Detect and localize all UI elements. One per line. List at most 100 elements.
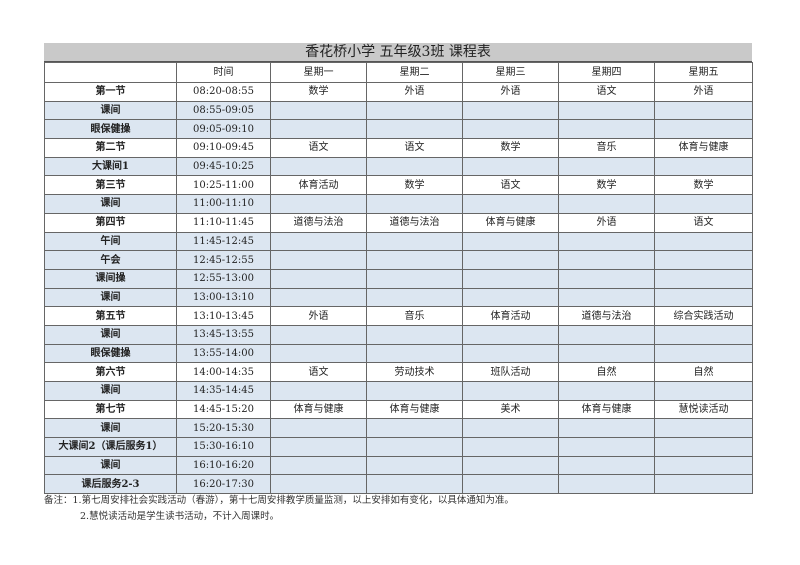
table-row: 课间 13:00-13:10	[44, 287, 753, 308]
period-name: 大课间1	[44, 156, 177, 177]
period-time: 09:45-10:25	[176, 156, 271, 177]
subject-cell: 劳动技术	[366, 362, 463, 382]
period-name: 第七节	[44, 399, 177, 420]
note-2: 2.慧悦读活动是学生读书活动，不计入周课时。	[80, 511, 280, 522]
subject-cell	[270, 455, 367, 476]
period-name: 课间操	[44, 268, 177, 289]
note-1: 备注：1.第七周安排社会实践活动（春游），第十七周安排教学质量监测，以上安排如有…	[44, 495, 514, 506]
subject-cell	[270, 156, 367, 177]
subject-cell	[654, 474, 753, 495]
table-row: 课间操 12:55-13:00	[44, 268, 753, 289]
subject-cell	[654, 287, 753, 308]
table-row: 第四节 11:10-11:45 道德与法治 道德与法治 体育与健康 外语 语文	[44, 212, 753, 233]
subject-cell	[654, 381, 753, 401]
subject-cell	[366, 268, 463, 289]
period-name: 第四节	[44, 212, 177, 233]
table-row: 第五节 13:10-13:45 外语 音乐 体育活动 道德与法治 综合实践活动	[44, 306, 753, 326]
subject-cell: 慧悦读活动	[654, 399, 753, 420]
column-header: 星期四	[558, 62, 655, 83]
table-row: 第三节 10:25-11:00 体育活动 数学 语文 数学 数学	[44, 175, 753, 196]
table-row: 课间 16:10-16:20	[44, 455, 753, 476]
period-name: 眼保健操	[44, 119, 177, 140]
subject-cell	[654, 119, 753, 140]
subject-cell	[366, 100, 463, 121]
period-name: 课间	[44, 100, 177, 121]
subject-cell	[462, 231, 559, 252]
timetable: 香花桥小学 五年级3班 课程表 时间 星期一 星期二 星期三 星期四 星期五 第一节 08:2…	[44, 43, 753, 495]
subject-cell	[270, 194, 367, 214]
period-name: 大课间2（课后服务1）	[44, 437, 177, 457]
subject-cell	[654, 418, 753, 439]
subject-cell: 数学	[270, 82, 367, 102]
subject-cell	[462, 250, 559, 270]
subject-cell	[270, 100, 367, 121]
subject-cell	[366, 381, 463, 401]
subject-cell	[462, 474, 559, 495]
subject-cell	[558, 100, 655, 121]
table-row: 大课间1 09:45-10:25	[44, 156, 753, 177]
period-name: 第三节	[44, 175, 177, 196]
subject-cell: 体育与健康	[558, 399, 655, 420]
table-row: 眼保健操 09:05-09:10	[44, 119, 753, 140]
subject-cell	[558, 268, 655, 289]
subject-cell	[558, 343, 655, 364]
period-time: 16:20-17:30	[176, 474, 271, 495]
table-row: 第二节 09:10-09:45 语文 语文 数学 音乐 体育与健康	[44, 138, 753, 158]
period-name: 课间	[44, 194, 177, 214]
subject-cell	[270, 119, 367, 140]
subject-cell	[270, 474, 367, 495]
period-time: 14:45-15:20	[176, 399, 271, 420]
subject-cell	[558, 455, 655, 476]
subject-cell	[654, 455, 753, 476]
subject-cell	[558, 156, 655, 177]
period-time: 09:05-09:10	[176, 119, 271, 140]
subject-cell: 外语	[558, 212, 655, 233]
subject-cell	[366, 324, 463, 345]
subject-cell	[462, 268, 559, 289]
subject-cell	[558, 287, 655, 308]
table-row: 课后服务2-3 16:20-17:30	[44, 474, 753, 495]
subject-cell: 体育与健康	[270, 399, 367, 420]
subject-cell: 体育与健康	[654, 138, 753, 158]
subject-cell	[462, 100, 559, 121]
period-name: 课间	[44, 287, 177, 308]
period-name: 午会	[44, 250, 177, 270]
subject-cell: 外语	[654, 82, 753, 102]
column-header: 时间	[176, 62, 271, 83]
column-header: 星期二	[366, 62, 463, 83]
subject-cell	[654, 231, 753, 252]
table-row: 课间 15:20-15:30	[44, 418, 753, 439]
subject-cell	[366, 119, 463, 140]
subject-cell: 道德与法治	[270, 212, 367, 233]
subject-cell: 音乐	[366, 306, 463, 326]
period-time: 08:55-09:05	[176, 100, 271, 121]
subject-cell	[558, 324, 655, 345]
subject-cell	[462, 119, 559, 140]
subject-cell	[654, 194, 753, 214]
subject-cell	[270, 343, 367, 364]
subject-cell	[654, 324, 753, 345]
subject-cell	[558, 418, 655, 439]
subject-cell	[654, 343, 753, 364]
subject-cell	[654, 250, 753, 270]
period-time: 13:10-13:45	[176, 306, 271, 326]
period-time: 16:10-16:20	[176, 455, 271, 476]
subject-cell	[366, 343, 463, 364]
table-row: 大课间2（课后服务1） 15:30-16:10	[44, 437, 753, 457]
subject-cell: 体育与健康	[366, 399, 463, 420]
period-time: 13:55-14:00	[176, 343, 271, 364]
period-time: 12:45-12:55	[176, 250, 271, 270]
table-row: 课间 14:35-14:45	[44, 381, 753, 401]
subject-cell	[654, 100, 753, 121]
subject-cell: 道德与法治	[366, 212, 463, 233]
subject-cell	[654, 156, 753, 177]
subject-cell	[366, 418, 463, 439]
subject-cell	[366, 437, 463, 457]
table-row: 午间 11:45-12:45	[44, 231, 753, 252]
subject-cell	[558, 250, 655, 270]
subject-cell: 体育与健康	[462, 212, 559, 233]
table-row: 午会 12:45-12:55	[44, 250, 753, 270]
subject-cell	[558, 474, 655, 495]
subject-cell	[558, 381, 655, 401]
period-time: 12:55-13:00	[176, 268, 271, 289]
